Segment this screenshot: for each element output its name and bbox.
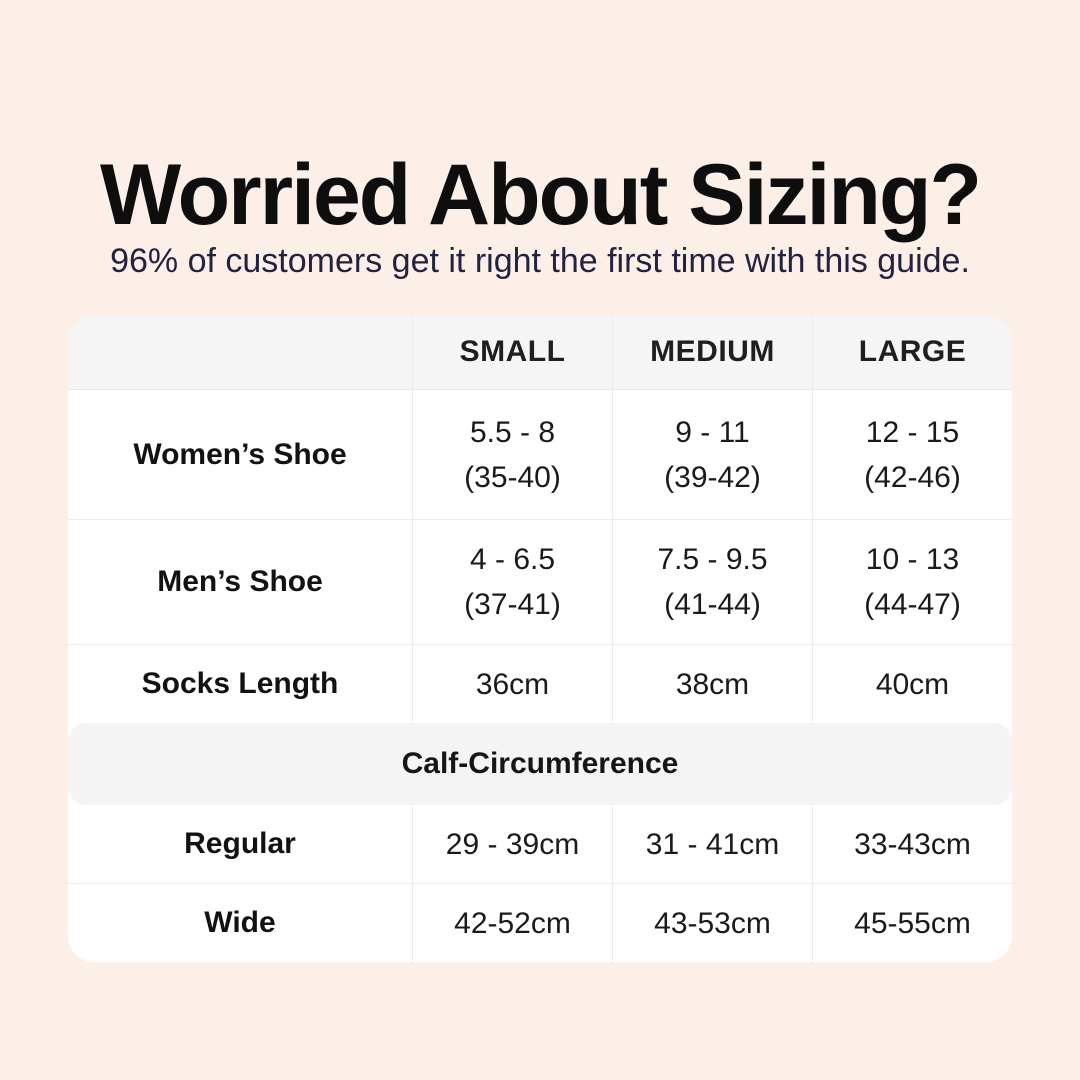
size-value: 12 - 15 — [865, 415, 960, 449]
size-value: 29 - 39cm — [445, 827, 580, 861]
size-value-eu: (41-44) — [664, 588, 761, 621]
size-cell-small: 42-52cm — [412, 884, 612, 962]
size-value-eu: (44-47) — [864, 588, 961, 621]
size-value: 33-43cm — [854, 827, 971, 861]
size-cell-small: 36cm — [412, 645, 612, 723]
size-value-eu: (39-42) — [664, 460, 761, 494]
size-value: 38cm — [675, 667, 750, 701]
size-cell-small: 4 - 6.5 (37-41) — [412, 520, 612, 644]
row-label: Women’s Shoe — [133, 437, 347, 471]
column-header-blank — [68, 315, 412, 389]
section-calf-circumference: Calf-Circumference — [68, 723, 1012, 805]
size-value: 10 - 13 — [865, 543, 960, 576]
row-label: Socks Length — [141, 667, 339, 700]
size-value: 40cm — [875, 667, 950, 701]
size-value: 45-55cm — [854, 906, 971, 940]
size-cell-medium: 43-53cm — [612, 884, 812, 962]
table-header-row: SMALL MEDIUM LARGE — [68, 315, 1012, 390]
size-value: 4 - 6.5 — [469, 543, 556, 576]
size-cell-medium: 7.5 - 9.5 (41-44) — [612, 520, 812, 644]
page-title: Worried About Sizing? — [99, 146, 982, 243]
table-row-regular: Regular 29 - 39cm 31 - 41cm 33-43cm — [68, 805, 1012, 884]
section-title: Calf-Circumference — [401, 747, 679, 780]
size-cell-large: 40cm — [812, 645, 1012, 723]
table-row-socks-length: Socks Length 36cm 38cm 40cm — [68, 645, 1012, 723]
page-subtitle: 96% of customers get it right the first … — [110, 242, 970, 280]
size-cell-medium: 31 - 41cm — [612, 805, 812, 883]
size-cell-small: 29 - 39cm — [412, 805, 612, 883]
size-cell-small: 5.5 - 8 (35-40) — [412, 390, 612, 519]
table-row-wide: Wide 42-52cm 43-53cm 45-55cm — [68, 884, 1012, 962]
size-value: 5.5 - 8 — [469, 415, 556, 449]
size-cell-large: 45-55cm — [812, 884, 1012, 962]
size-value: 36cm — [475, 667, 550, 701]
table-row-womens-shoe: Women’s Shoe 5.5 - 8 (35-40) 9 - 11 (39-… — [68, 390, 1012, 520]
size-cell-medium: 9 - 11 (39-42) — [612, 390, 812, 519]
row-label: Wide — [204, 906, 276, 939]
size-cell-large: 12 - 15 (42-46) — [812, 390, 1012, 519]
size-cell-large: 10 - 13 (44-47) — [812, 520, 1012, 644]
table-row-mens-shoe: Men’s Shoe 4 - 6.5 (37-41) 7.5 - 9.5 (41… — [68, 520, 1012, 645]
size-value: 42-52cm — [454, 906, 571, 940]
row-label: Regular — [184, 827, 296, 860]
size-value-eu: (42-46) — [864, 460, 961, 494]
size-value: 9 - 11 — [675, 415, 750, 449]
size-table: SMALL MEDIUM LARGE Women’s Shoe 5.5 - 8 … — [68, 315, 1012, 962]
size-value: 31 - 41cm — [645, 827, 780, 861]
size-cell-medium: 38cm — [612, 645, 812, 723]
size-value-eu: (37-41) — [464, 588, 561, 621]
size-value: 7.5 - 9.5 — [657, 543, 768, 576]
column-header-small: SMALL — [412, 315, 612, 389]
size-value-eu: (35-40) — [464, 460, 561, 494]
row-label: Men’s Shoe — [157, 565, 323, 598]
column-header-large: LARGE — [812, 315, 1012, 389]
size-cell-large: 33-43cm — [812, 805, 1012, 883]
size-value: 43-53cm — [654, 906, 771, 940]
column-header-medium: MEDIUM — [612, 315, 812, 389]
